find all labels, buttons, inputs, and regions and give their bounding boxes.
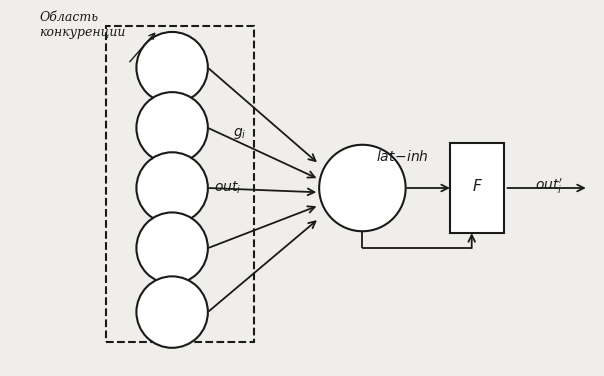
Ellipse shape xyxy=(137,276,208,348)
Bar xyxy=(450,143,504,233)
Ellipse shape xyxy=(319,145,406,231)
Text: $out_i'$: $out_i'$ xyxy=(535,176,563,196)
Text: $F$: $F$ xyxy=(472,178,483,194)
Text: $g_i$: $g_i$ xyxy=(233,126,246,141)
Text: $lat\!-\!inh$: $lat\!-\!inh$ xyxy=(376,149,428,164)
Bar xyxy=(106,26,254,342)
Ellipse shape xyxy=(137,92,208,164)
Ellipse shape xyxy=(137,212,208,284)
Ellipse shape xyxy=(137,152,208,224)
Text: $out_i$: $out_i$ xyxy=(214,180,242,196)
Ellipse shape xyxy=(137,32,208,103)
Text: Область
конкуренции: Область конкуренции xyxy=(39,11,126,39)
